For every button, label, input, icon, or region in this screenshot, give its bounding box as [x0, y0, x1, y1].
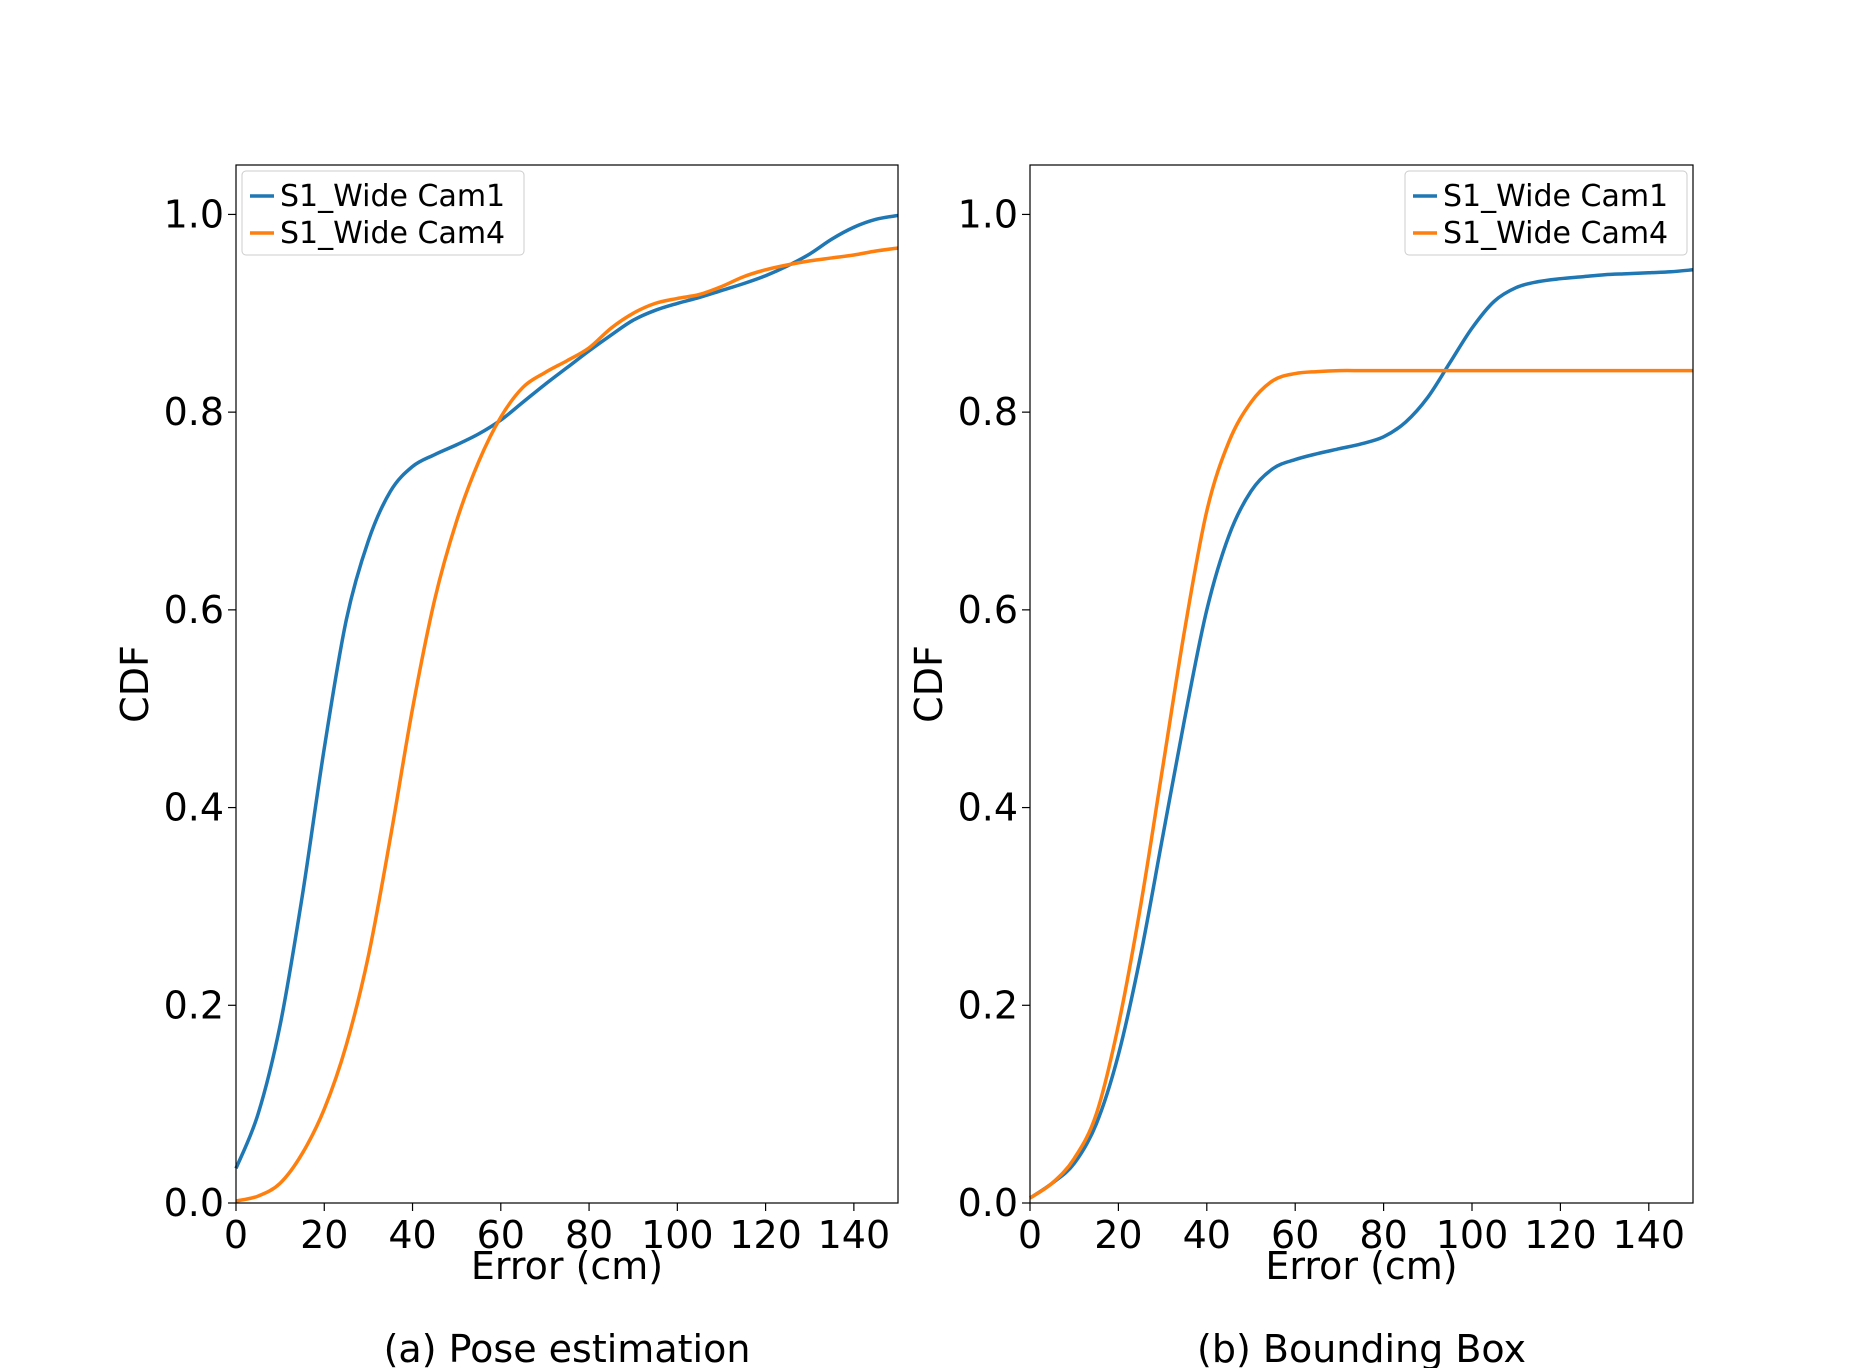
series-layer [234, 213, 899, 1203]
legend-label-s1-wide-cam4: S1_Wide Cam4 [280, 216, 505, 251]
y-tick-label: 0.8 [164, 390, 224, 434]
x-tick-label: 20 [1094, 1213, 1142, 1257]
x-tick-label: 120 [1524, 1213, 1597, 1257]
x-axis-label: Error (cm) [471, 1244, 663, 1288]
x-tick-label: 40 [388, 1213, 436, 1257]
x-tick-label: 60 [477, 1213, 525, 1257]
y-tick-label: 0.2 [164, 983, 224, 1027]
y-tick-label: 0.6 [164, 588, 224, 632]
y-tick-label: 0.8 [958, 390, 1018, 434]
x-tick-label: 100 [1436, 1213, 1509, 1257]
series-line-s1-wide-cam4 [1029, 368, 1693, 1200]
series-line-s1-wide-cam1 [234, 213, 899, 1170]
plot-frame [235, 164, 899, 1204]
legend-label-s1-wide-cam1: S1_Wide Cam1 [1443, 179, 1668, 214]
y-axis-label: CDF [907, 645, 951, 723]
x-tick-label: 140 [818, 1213, 891, 1257]
legend: S1_Wide Cam1 S1_Wide Cam4 [1404, 170, 1688, 256]
ticks-layer: 0 20 40 60 80 100 120 140 0.0 0.2 0.4 0.6 0.8 1.0 [958, 192, 1686, 1257]
legend-label-s1-wide-cam1: S1_Wide Cam1 [280, 179, 505, 214]
legend-label-s1-wide-cam4: S1_Wide Cam4 [1443, 216, 1668, 251]
x-tick-label: 60 [1271, 1213, 1319, 1257]
series-line-s1-wide-cam4 [235, 246, 899, 1203]
x-tick-label: 40 [1183, 1213, 1231, 1257]
y-tick-label: 0.4 [958, 786, 1018, 830]
legend-box [1404, 170, 1688, 256]
series-line-s1-wide-cam1 [1029, 268, 1694, 1200]
subplot-pose-estimation: 0 20 40 60 80 100 120 140 0.0 0.2 0.4 0.6 0.8 1.0 Err… [113, 164, 899, 1368]
y-tick-label: 0.0 [164, 1181, 224, 1225]
series-layer [1029, 268, 1694, 1200]
y-tick-label: 0.2 [958, 983, 1018, 1027]
x-tick-label: 100 [641, 1213, 714, 1257]
x-axis-label: Error (cm) [1265, 1244, 1457, 1288]
legend-box [241, 170, 525, 256]
subplot-bounding-box: 0 20 40 60 80 100 120 140 0.0 0.2 0.4 0.6 0.8 1.0 Err… [907, 164, 1694, 1368]
x-tick-label: 0 [1018, 1213, 1042, 1257]
ticks-layer: 0 20 40 60 80 100 120 140 0.0 0.2 0.4 0.6 0.8 1.0 [164, 192, 891, 1257]
y-tick-label: 1.0 [958, 192, 1018, 236]
x-tick-label: 80 [565, 1213, 613, 1257]
y-tick-label: 0.0 [958, 1181, 1018, 1225]
plot-frame [1029, 164, 1694, 1204]
legend: S1_Wide Cam1 S1_Wide Cam4 [241, 170, 525, 256]
y-tick-label: 0.6 [958, 588, 1018, 632]
x-tick-label: 20 [300, 1213, 348, 1257]
x-tick-label: 120 [729, 1213, 802, 1257]
subplot-caption: (a) Pose estimation [384, 1327, 751, 1368]
x-tick-label: 0 [224, 1213, 248, 1257]
x-tick-label: 80 [1359, 1213, 1407, 1257]
subplot-caption: (b) Bounding Box [1197, 1327, 1526, 1368]
y-tick-label: 0.4 [164, 786, 224, 830]
y-tick-label: 1.0 [164, 192, 224, 236]
x-tick-label: 140 [1613, 1213, 1686, 1257]
y-axis-label: CDF [113, 645, 157, 723]
